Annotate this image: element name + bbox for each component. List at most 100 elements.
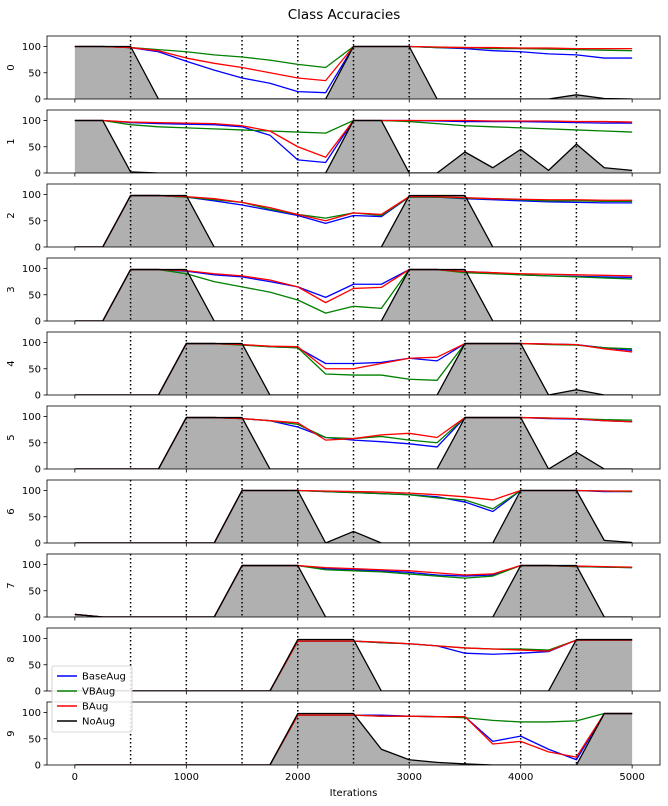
series-line-noaug [74,416,633,469]
y-tick-label: 50 [28,512,41,523]
series-line-noaug [74,489,633,543]
series-line-baug [74,342,633,395]
panel-class-4: 0 50 100 4 [6,331,661,402]
series-line-noaug [74,268,633,321]
series-line-noaug [74,45,633,99]
y-tick-label: 0 [35,687,41,698]
y-tick-label: 100 [22,708,41,719]
axes-frame [46,627,661,692]
y-axis-label: 1 [6,138,17,144]
y-axis-label: 4 [6,360,17,366]
x-tick-label: 5000 [619,772,644,783]
series-line-noaug [74,564,633,617]
series-line-noaug [74,194,633,247]
plot-area [74,702,633,765]
y-tick-label: 100 [22,634,41,645]
plot-area [74,480,633,543]
axes-frame [46,701,661,766]
y-tick-label: 50 [28,438,41,449]
panel-class-2: 0 50 100 2 [6,183,661,254]
noaug-fill-area [74,343,633,395]
panel-class-8: 0 50 100 8 [6,627,661,698]
axes-frame [46,257,661,322]
x-axis-label: Iterations [330,788,378,799]
series-line-baug [74,712,633,765]
legend-label-vbaug: VBAug [82,687,115,698]
series-line-noaug [74,638,633,691]
legend-label-noaug: NoAug [82,717,115,728]
y-axis-label: 9 [6,730,17,736]
series-line-vbaug [74,268,633,321]
y-tick-label: 50 [28,290,41,301]
noaug-fill-area [74,417,633,469]
plot-area [74,36,633,99]
series-line-noaug [74,342,633,395]
y-tick-label: 100 [22,264,41,275]
series-line-baug [74,639,633,691]
plot-area [74,332,633,395]
y-axis-label: 3 [6,286,17,292]
y-axis-label: 0 [6,64,17,70]
y-tick-label: 100 [22,190,41,201]
y-tick-label: 50 [28,142,41,153]
y-tick-label: 100 [22,338,41,349]
panel-class-0: 0 50 100 0 [6,35,661,106]
y-tick-label: 100 [22,42,41,53]
axes-frame [46,109,661,174]
x-tick-label: 2000 [285,772,310,783]
y-tick-label: 50 [28,364,41,375]
y-tick-label: 0 [35,95,41,106]
plot-area [74,554,633,617]
plot-area [74,258,633,321]
y-tick-label: 0 [35,761,41,772]
axes-frame [46,331,661,396]
y-axis-label: 5 [6,434,17,440]
y-tick-label: 0 [35,465,41,476]
legend-label-baseaug: BaseAug [82,672,126,683]
y-tick-label: 0 [35,613,41,624]
plot-area [74,628,633,691]
axes-frame [46,183,661,248]
legend-label-baug: BAug [82,702,108,713]
y-axis-label: 2 [6,212,17,218]
x-tick-label: 0 [72,772,78,783]
y-tick-label: 0 [35,539,41,550]
x-tick-label: 4000 [508,772,533,783]
y-tick-label: 50 [28,586,41,597]
axes-frame [46,553,661,618]
plot-area [74,110,633,173]
y-tick-label: 50 [28,216,41,227]
legend-box [51,665,133,733]
axes-frame [46,479,661,544]
plot-area [74,184,633,247]
panel-class-7: 0 50 100 7 [6,553,661,624]
series-line-noaug [74,119,633,173]
y-tick-label: 0 [35,243,41,254]
y-tick-label: 100 [22,560,41,571]
y-tick-label: 50 [28,68,41,79]
y-tick-label: 100 [22,486,41,497]
panel-class-3: 0 50 100 3 [6,257,661,328]
panels-group: 0501000050100105010020501003050100405010… [6,35,661,783]
y-tick-label: 50 [28,660,41,671]
axes-frame [46,35,661,100]
panel-class-6: 0 50 100 6 [6,479,661,550]
y-tick-label: 100 [22,412,41,423]
x-tick-label: 1000 [174,772,199,783]
y-tick-label: 0 [35,391,41,402]
legend: BaseAug VBAug BAug NoAug [51,665,133,733]
y-tick-label: 100 [22,116,41,127]
y-tick-label: 0 [35,169,41,180]
y-axis-label: 7 [6,582,17,588]
panel-class-1: 0 50 100 1 [6,109,661,180]
y-axis-label: 6 [6,508,17,514]
y-tick-label: 50 [28,734,41,745]
panel-class-5: 0 50 100 5 [6,405,661,476]
y-tick-label: 0 [35,317,41,328]
plot-area [74,406,633,469]
y-axis-label: 8 [6,656,17,662]
axes-frame [46,405,661,470]
x-tick-label: 3000 [397,772,422,783]
